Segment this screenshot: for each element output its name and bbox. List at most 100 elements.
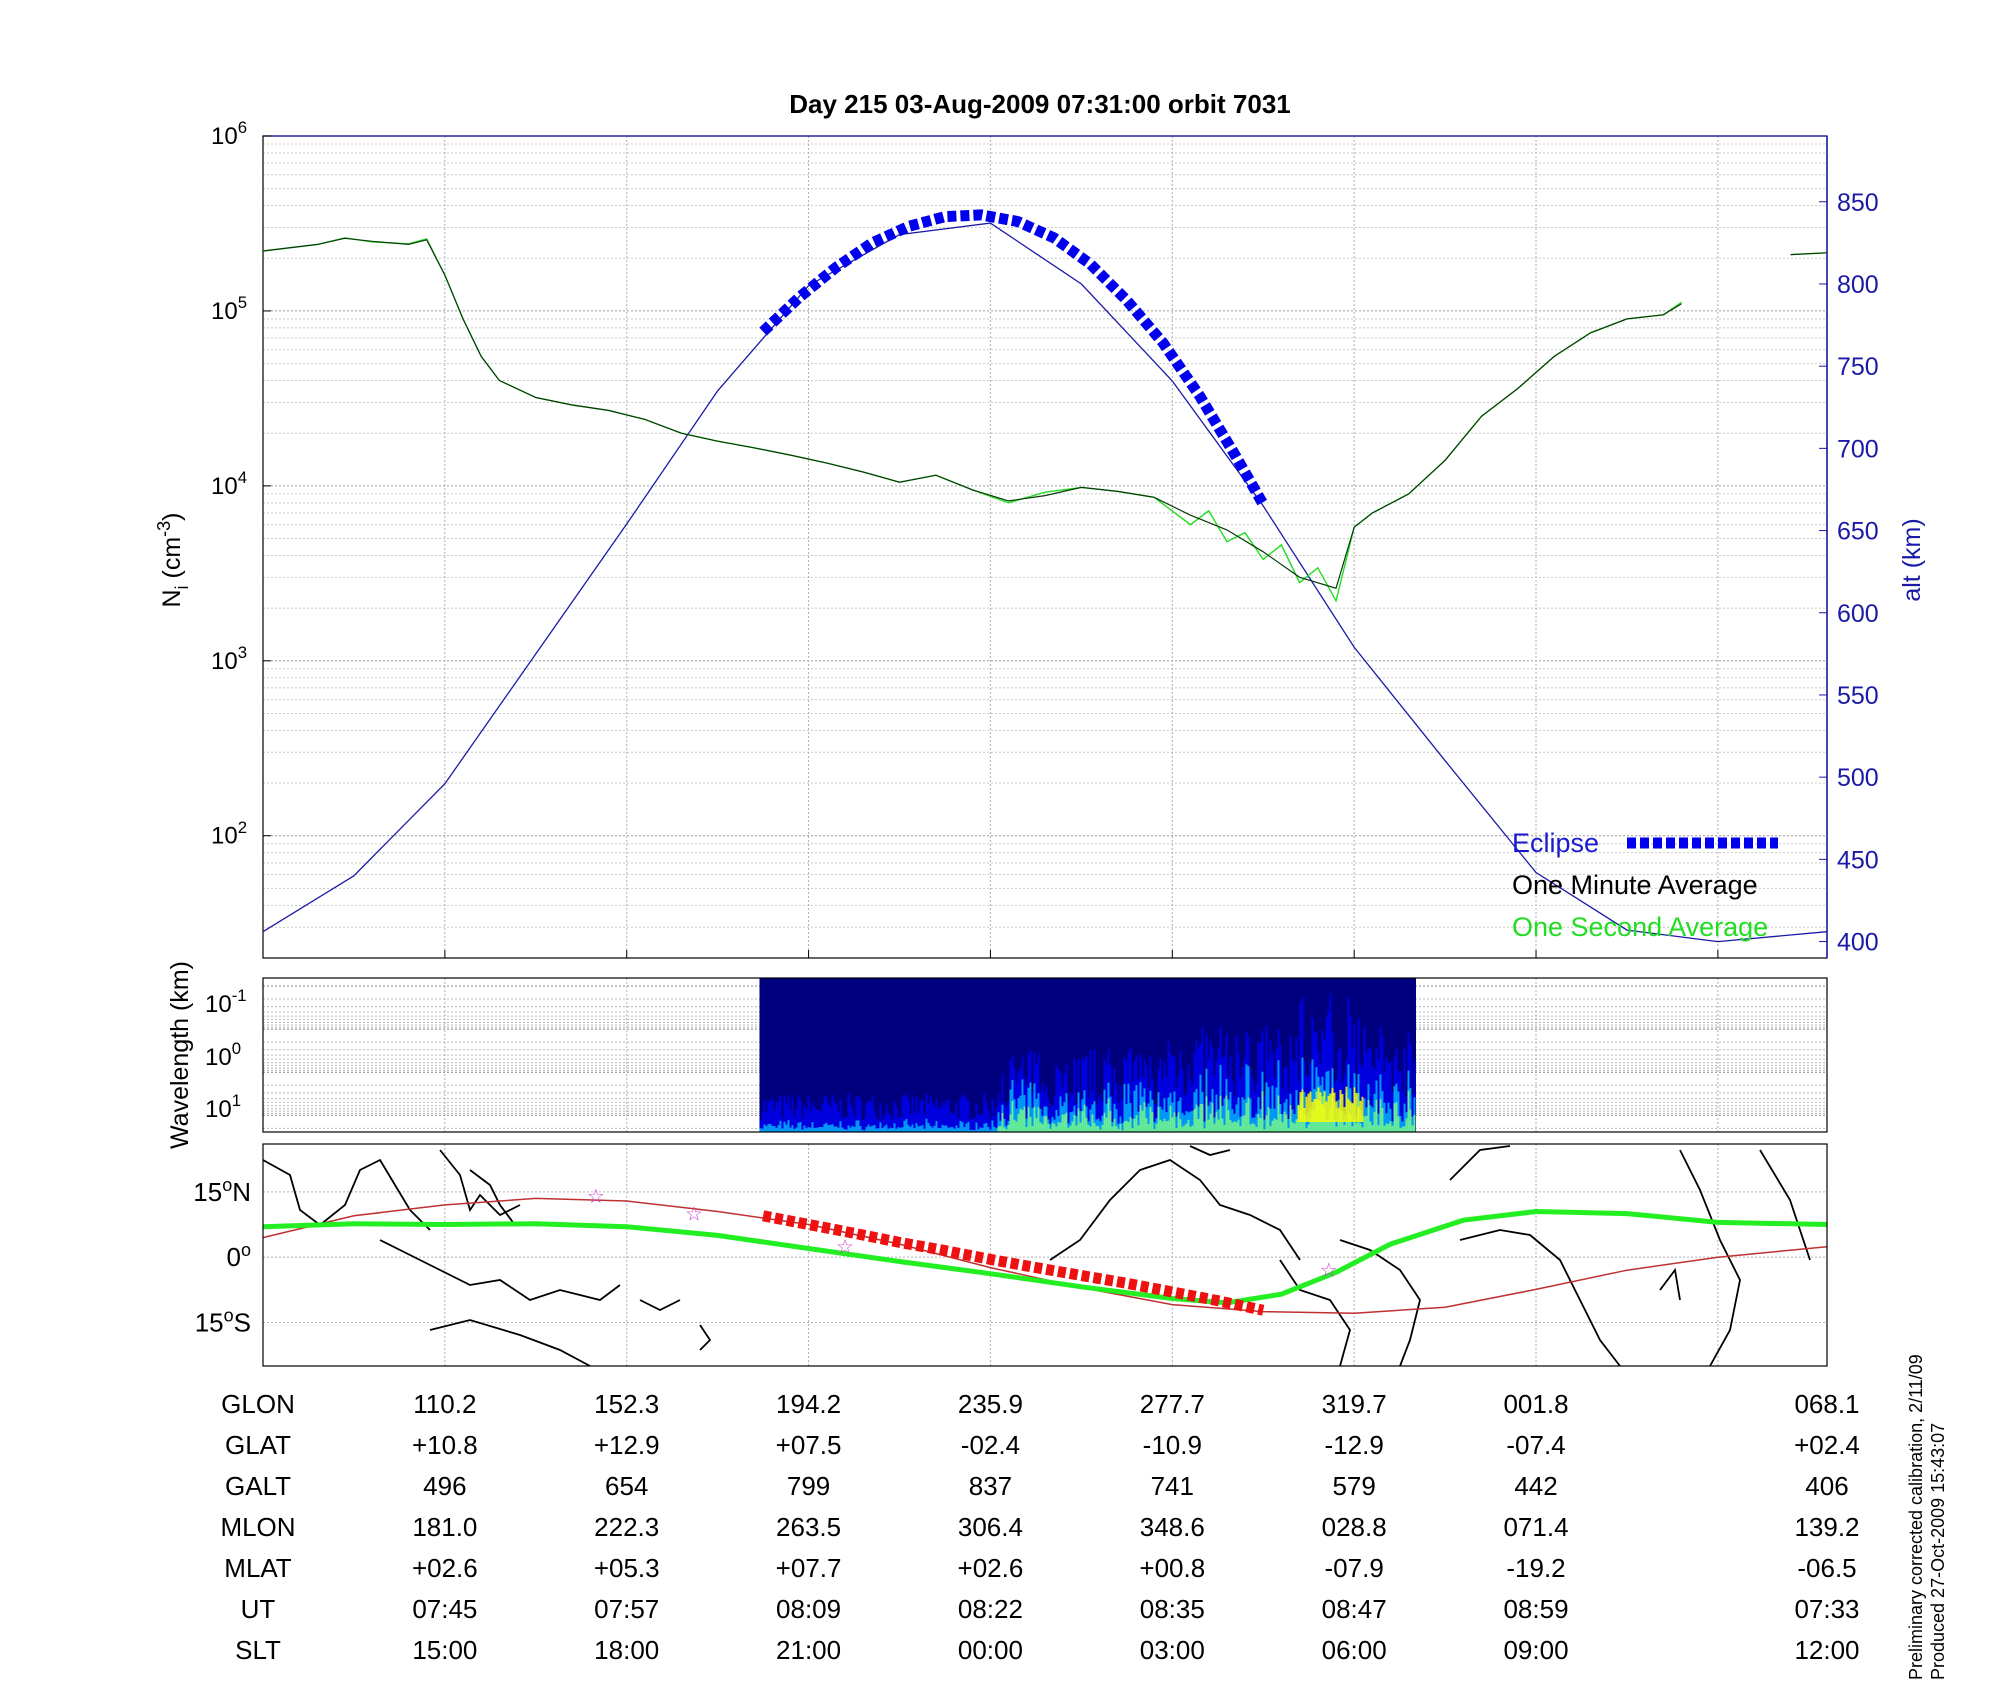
- coastline: [429, 1319, 591, 1367]
- spectrogram-column: [773, 1125, 776, 1132]
- spectrogram-column: [819, 1111, 822, 1132]
- spectrogram-column: [1005, 1106, 1008, 1132]
- spectrogram-column: [765, 1125, 768, 1132]
- orbit-table-cell: 263.5: [776, 1512, 841, 1542]
- right-ytick-label: 550: [1837, 682, 1879, 710]
- orbit-table-cell: 194.2: [776, 1389, 841, 1419]
- spectrogram-column: [1159, 1119, 1162, 1132]
- spectrogram-column: [1059, 1096, 1062, 1132]
- orbit-table-cell: -07.4: [1506, 1430, 1565, 1460]
- spectrogram-column: [901, 1096, 904, 1132]
- spectrogram-column: [925, 1118, 928, 1132]
- spectrogram-column: [763, 1124, 766, 1132]
- spectrogram-column: [869, 1101, 872, 1132]
- orbit-table-cell: 001.8: [1503, 1389, 1568, 1419]
- spectrogram-column: [1117, 1102, 1120, 1132]
- spectrogram-column: [1181, 1069, 1184, 1132]
- spectrogram-column: [1111, 1096, 1114, 1132]
- spectrogram-column: [1147, 1123, 1150, 1132]
- spectrogram-column: [1125, 1061, 1128, 1132]
- spectrogram-column: [941, 1124, 944, 1132]
- spectrogram-column: [931, 1127, 934, 1132]
- spectrogram-column: [879, 1103, 882, 1132]
- spectrogram-column: [997, 1126, 1000, 1132]
- spectrogram-column: [1157, 1106, 1160, 1132]
- orbit-table-cell: 07:57: [594, 1594, 659, 1624]
- spectrogram-column: [1191, 1084, 1194, 1132]
- spectrogram-column: [1127, 1083, 1130, 1132]
- spectrogram-column: [1307, 1124, 1310, 1132]
- spectrogram-axis-label: Wavelength (km): [166, 961, 194, 1149]
- orbit-table-cell: 08:47: [1322, 1594, 1387, 1624]
- spectrogram-column: [1169, 1105, 1172, 1132]
- orbit-table-cell: +07.5: [776, 1430, 842, 1460]
- spectrogram-column: [1377, 1125, 1380, 1132]
- spectrogram-column: [813, 1106, 816, 1132]
- left-axis-label: Ni (cm-3): [154, 512, 192, 607]
- spectrogram-column: [995, 1128, 998, 1132]
- spectrogram-column: [931, 1103, 934, 1132]
- spectrogram-column: [927, 1103, 930, 1132]
- spectrogram-column: [1327, 1118, 1330, 1132]
- spectrogram-column: [1411, 1125, 1414, 1132]
- map-star-marker: ☆: [836, 1236, 854, 1258]
- spectrogram-column: [1241, 1097, 1244, 1132]
- spectrogram-column: [1235, 1122, 1238, 1132]
- spectrogram-column: [1327, 1095, 1330, 1122]
- map-frame: [262, 1143, 1828, 1367]
- spectrogram-column: [821, 1103, 824, 1132]
- spectrogram-column: [1189, 1126, 1192, 1132]
- spectrogram-column: [1199, 1103, 1202, 1132]
- spectrogram-column: [795, 1127, 798, 1132]
- spectrogram-column: [971, 1118, 974, 1132]
- spectrogram-column: [1031, 1125, 1034, 1132]
- spectrogram-column: [1339, 1089, 1342, 1122]
- spectrogram-column: [1409, 1109, 1412, 1132]
- spectrogram-column: [899, 1127, 902, 1132]
- spectrogram-column: [1223, 1124, 1226, 1132]
- orbit-table-cell: 222.3: [594, 1512, 659, 1542]
- spectrogram-column: [1035, 1118, 1038, 1132]
- spectrogram-column: [1113, 1103, 1116, 1132]
- spectrogram-column: [1179, 1097, 1182, 1132]
- spectrogram-column: [897, 1127, 900, 1132]
- spec-ytick-label: 101: [205, 1091, 241, 1123]
- orbit-table-cell: 15:00: [412, 1635, 477, 1665]
- spectrogram-column: [777, 1125, 780, 1132]
- spectrogram-column: [869, 1126, 872, 1132]
- spectrogram-column: [827, 1125, 830, 1132]
- spectrogram-column: [1413, 1060, 1416, 1132]
- spectrogram-column: [847, 1093, 850, 1132]
- spectrogram-column: [1047, 1123, 1050, 1132]
- spectrogram-column: [919, 1100, 922, 1132]
- spectrogram-column: [1407, 1090, 1410, 1132]
- spectrogram-column: [1111, 1126, 1114, 1132]
- spectrogram-column: [845, 1116, 848, 1132]
- orbit-table-cell: +07.7: [776, 1553, 842, 1583]
- spectrogram-column: [861, 1120, 864, 1132]
- spectrogram-column: [1185, 1110, 1188, 1132]
- spectrogram-column: [1245, 1064, 1248, 1132]
- spectrogram-column: [999, 1101, 1002, 1132]
- satellite-ground-track: [262, 1197, 1828, 1315]
- spectrogram-column: [1025, 1118, 1028, 1132]
- spectrogram-column: [1319, 1092, 1322, 1122]
- spectrogram-column: [1403, 1103, 1406, 1132]
- spectrogram-column: [1021, 1110, 1024, 1132]
- spectrogram-column: [975, 1104, 978, 1132]
- spectrogram-column: [1231, 1109, 1234, 1132]
- spectrogram-column: [921, 1100, 924, 1132]
- spectrogram-column: [861, 1129, 864, 1132]
- spectrogram-column: [863, 1118, 866, 1132]
- spectrogram-column: [1307, 1093, 1310, 1122]
- spectrogram-column: [1121, 1099, 1124, 1132]
- spectrogram-column: [1121, 1130, 1124, 1132]
- spectrogram-column: [1013, 1119, 1016, 1132]
- spectrogram-column: [1097, 1126, 1100, 1132]
- spectrogram-column: [1003, 1118, 1006, 1132]
- spectrogram-column: [857, 1096, 860, 1132]
- spectrogram-column: [1101, 1124, 1104, 1132]
- spectrogram-column: [1181, 1126, 1184, 1132]
- spectrogram-column: [1019, 1108, 1022, 1132]
- right-ytick-label: 750: [1837, 353, 1879, 381]
